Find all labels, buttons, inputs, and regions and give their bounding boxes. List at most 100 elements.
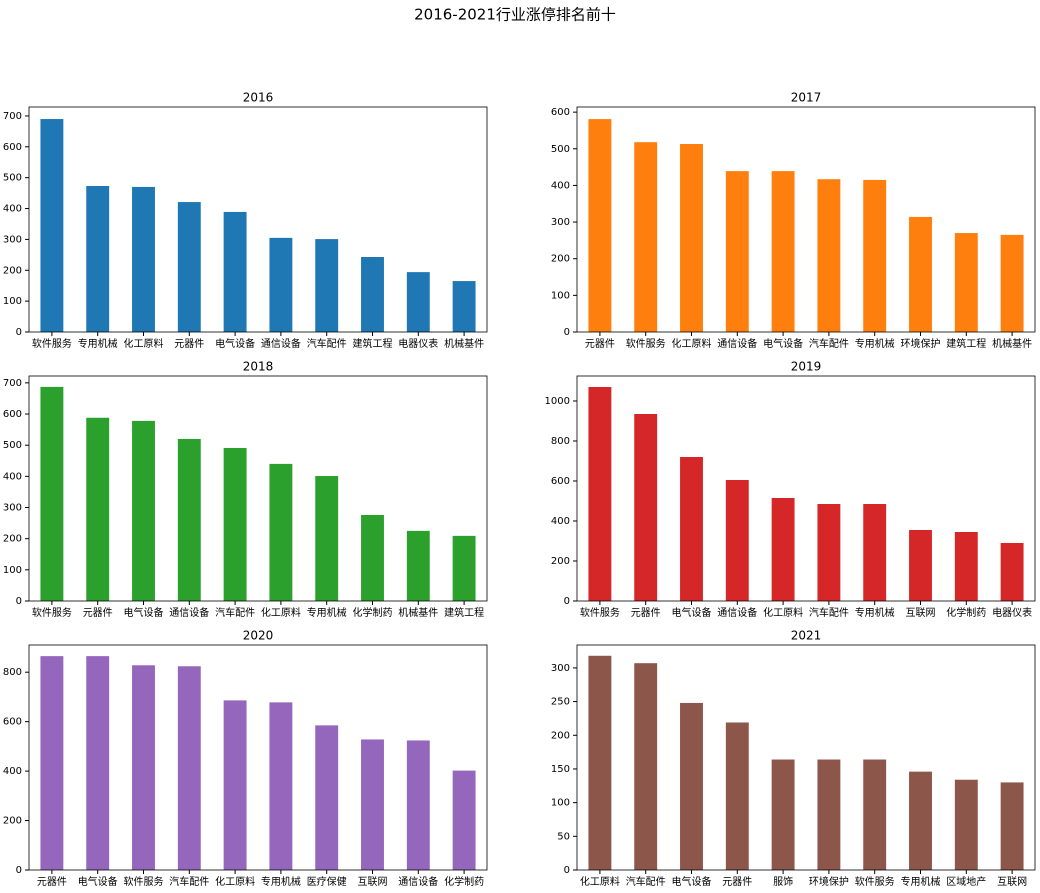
x-tick-label: 通信设备 bbox=[717, 337, 757, 350]
bar bbox=[40, 656, 64, 870]
axes-frame bbox=[576, 375, 1036, 602]
x-tick-label: 专用机械 bbox=[307, 606, 347, 619]
bar bbox=[863, 504, 887, 601]
x-tick-label: 电器仪表 bbox=[398, 337, 438, 350]
bar bbox=[269, 463, 293, 601]
x-tick-label: 元器件 bbox=[722, 876, 752, 888]
y-tick-label: 0 bbox=[564, 327, 570, 338]
bar bbox=[452, 535, 476, 601]
y-tick-label: 800 bbox=[551, 436, 570, 447]
x-tick-label: 软件服务 bbox=[855, 875, 895, 888]
x-tick-label: 建筑工程 bbox=[946, 337, 986, 350]
x-tick-label: 互联网 bbox=[997, 876, 1027, 888]
x-tick-label: 元器件 bbox=[37, 876, 67, 888]
y-tick-label: 700 bbox=[3, 378, 22, 389]
x-tick-label: 互联网 bbox=[906, 607, 936, 619]
bar bbox=[725, 722, 749, 870]
y-tick-label: 50 bbox=[557, 831, 570, 842]
subplot-title: 2016 bbox=[243, 91, 274, 105]
x-tick-label: 电气设备 bbox=[215, 337, 255, 350]
y-tick-label: 100 bbox=[551, 798, 570, 809]
bar bbox=[954, 779, 978, 870]
y-tick-label: 0 bbox=[16, 596, 22, 607]
x-tick-label: 医疗保健 bbox=[307, 875, 347, 888]
x-tick-label: 汽车配件 bbox=[809, 606, 849, 619]
axes-frame bbox=[576, 106, 1036, 333]
x-tick-label: 电气设备 bbox=[672, 875, 712, 888]
bar bbox=[1000, 234, 1024, 332]
y-tick-label: 200 bbox=[551, 254, 570, 265]
bar bbox=[269, 237, 293, 332]
bar bbox=[406, 530, 430, 601]
y-tick-label: 150 bbox=[551, 764, 570, 775]
y-tick-label: 0 bbox=[16, 865, 22, 876]
bar bbox=[909, 771, 932, 870]
x-tick-label: 元器件 bbox=[585, 338, 615, 350]
x-tick-label: 专用机械 bbox=[901, 875, 941, 888]
subplot-title: 2020 bbox=[243, 629, 274, 643]
y-tick-label: 400 bbox=[551, 180, 570, 191]
x-tick-label: 区域地产 bbox=[946, 875, 986, 888]
y-tick-label: 400 bbox=[3, 766, 22, 777]
x-tick-label: 环境保护 bbox=[809, 875, 849, 888]
bar bbox=[1000, 782, 1024, 870]
axes-frame bbox=[28, 375, 488, 602]
x-tick-label: 软件服务 bbox=[124, 875, 164, 888]
y-tick-label: 0 bbox=[564, 865, 570, 876]
x-tick-label: 建筑工程 bbox=[353, 337, 393, 350]
x-tick-label: 软件服务 bbox=[626, 337, 666, 350]
y-tick-label: 0 bbox=[16, 327, 22, 338]
x-tick-label: 专用机械 bbox=[855, 337, 895, 350]
x-tick-label: 软件服务 bbox=[32, 606, 72, 619]
x-tick-label: 建筑工程 bbox=[444, 606, 484, 619]
axes-frame bbox=[28, 644, 488, 871]
bar bbox=[132, 665, 155, 870]
subplot-title: 2019 bbox=[791, 360, 822, 374]
bar bbox=[588, 655, 612, 870]
x-tick-label: 互联网 bbox=[358, 876, 388, 888]
x-tick-label: 机械基件 bbox=[992, 337, 1032, 350]
bar bbox=[40, 386, 64, 601]
axes-frame bbox=[576, 644, 1036, 871]
bar bbox=[725, 480, 749, 601]
x-tick-label: 汽车配件 bbox=[626, 875, 666, 888]
y-tick-label: 300 bbox=[3, 234, 22, 245]
bar bbox=[269, 702, 293, 870]
x-tick-label: 化工原料 bbox=[261, 606, 301, 619]
y-tick-label: 250 bbox=[551, 697, 570, 708]
bar bbox=[725, 171, 749, 332]
y-tick-label: 400 bbox=[3, 204, 22, 215]
x-tick-label: 化工原料 bbox=[215, 875, 255, 888]
bar bbox=[817, 179, 841, 332]
bar bbox=[132, 420, 155, 601]
y-tick-label: 600 bbox=[3, 142, 22, 153]
bar bbox=[588, 387, 612, 601]
bar bbox=[680, 144, 703, 332]
y-tick-label: 600 bbox=[3, 717, 22, 728]
bar bbox=[223, 211, 247, 332]
x-tick-label: 化学制药 bbox=[946, 606, 986, 619]
x-tick-label: 化学制药 bbox=[444, 875, 484, 888]
bar bbox=[86, 656, 110, 870]
bar bbox=[588, 119, 612, 332]
bar bbox=[1000, 543, 1024, 601]
bar bbox=[771, 498, 795, 601]
bar bbox=[452, 281, 476, 332]
bar bbox=[315, 476, 339, 601]
x-tick-label: 化工原料 bbox=[124, 337, 164, 350]
y-tick-label: 200 bbox=[3, 816, 22, 827]
bar bbox=[40, 119, 64, 332]
bar bbox=[177, 438, 201, 601]
x-tick-label: 化工原料 bbox=[580, 875, 620, 888]
bar bbox=[132, 186, 155, 332]
y-tick-label: 500 bbox=[551, 144, 570, 155]
y-tick-label: 500 bbox=[3, 173, 22, 184]
x-tick-label: 服饰 bbox=[773, 875, 793, 888]
y-tick-label: 200 bbox=[3, 534, 22, 545]
subplot-title: 2017 bbox=[791, 91, 822, 105]
bar bbox=[452, 770, 476, 870]
bar bbox=[315, 725, 339, 870]
bar bbox=[361, 514, 384, 601]
bar bbox=[406, 272, 430, 332]
